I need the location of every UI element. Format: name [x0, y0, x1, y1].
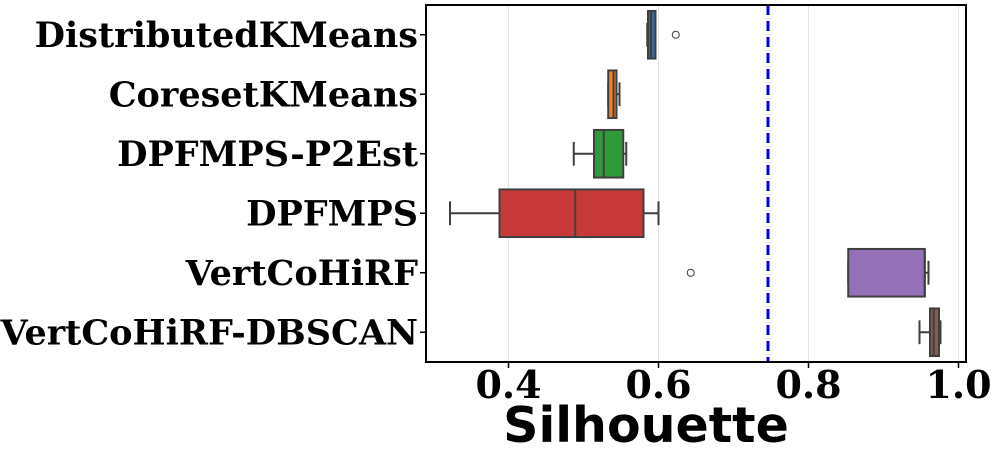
box-group	[646, 9, 680, 60]
x-tick-label: 1.0	[925, 362, 991, 407]
x-axis-title: Silhouette	[503, 397, 789, 454]
box	[847, 247, 926, 298]
box-group	[572, 128, 628, 179]
category-label: DPFMPS-P2Est	[117, 134, 418, 175]
grid-layer	[508, 5, 959, 362]
x-tick-label: 0.8	[775, 362, 841, 407]
outlier-point	[671, 30, 680, 39]
category-label: VertCoHiRF-DBSCAN	[0, 312, 418, 353]
plot-frame	[425, 4, 967, 363]
category-label: VertCoHiRF	[185, 253, 418, 294]
box-group	[449, 188, 660, 239]
x-tick-label: 0.6	[625, 362, 691, 407]
box-group	[607, 69, 621, 120]
outlier-point	[686, 268, 695, 277]
x-tick-label: 0.4	[475, 362, 541, 407]
category-labels: DistributedKMeans CoresetKMeans DPFMPS-P2E…	[0, 15, 426, 353]
x-ticks: 0.4 0.6 0.8 1.0	[475, 362, 992, 407]
box	[498, 188, 645, 239]
category-label: DPFMPS	[246, 193, 418, 234]
boxes-layer	[449, 9, 942, 358]
box	[607, 69, 618, 120]
box	[593, 128, 625, 179]
category-label: CoresetKMeans	[109, 74, 418, 115]
category-label: DistributedKMeans	[35, 15, 418, 56]
box-group	[918, 307, 942, 358]
box-group	[686, 247, 930, 298]
